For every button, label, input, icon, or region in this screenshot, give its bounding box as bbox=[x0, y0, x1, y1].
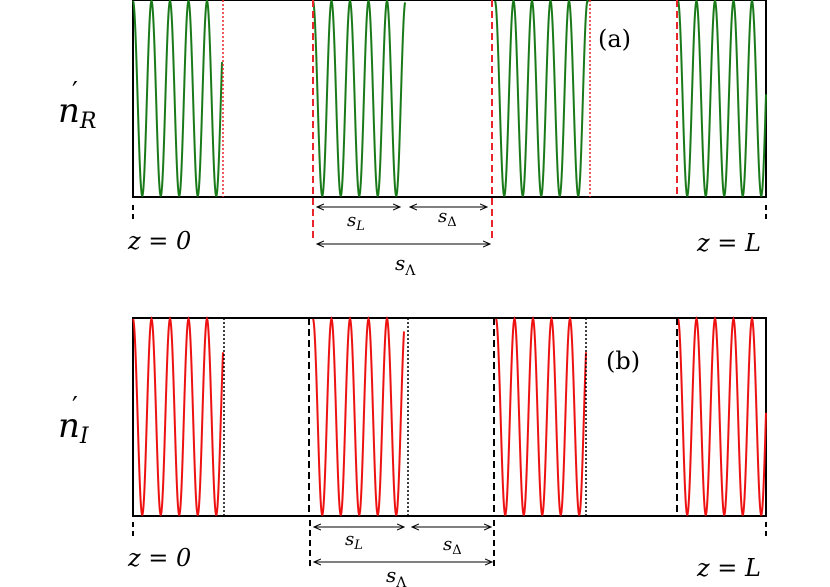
panel-b-waves bbox=[132, 316, 767, 516]
panel-b: nI ′ (b) z = 0 z = L sL sΔ sΛ bbox=[58, 316, 767, 587]
panel-a-sD-label: sΔ bbox=[438, 206, 457, 230]
wave-segment-4 bbox=[677, 0, 767, 197]
panel-a: nR ′ (a) z = 0 z = L sL sΔ sΛ bbox=[58, 0, 767, 279]
panel-a-z-end: z = L bbox=[696, 229, 761, 257]
panel-a-sA-label: sΛ bbox=[395, 251, 416, 279]
panel-a-ylabel-sub: R bbox=[79, 109, 97, 134]
panel-b-markers bbox=[223, 318, 678, 516]
panel-b-ylabel-base: n bbox=[58, 406, 80, 446]
panel-b-sD-label: sΔ bbox=[443, 534, 462, 558]
panel-a-tag: (a) bbox=[598, 25, 631, 53]
panel-b-tag: (b) bbox=[606, 347, 640, 375]
panel-b-z-end: z = L bbox=[696, 554, 761, 582]
panel-b-ylabel-prime: ′ bbox=[72, 392, 78, 422]
wave-segment-3 bbox=[494, 0, 589, 197]
wave-segment-2 bbox=[312, 316, 405, 516]
wave-segment-1 bbox=[132, 0, 223, 197]
panel-b-sA-label: sΛ bbox=[386, 563, 407, 587]
panel-a-frame bbox=[132, 0, 767, 198]
wave-segment-1 bbox=[132, 316, 224, 516]
panel-a-markers bbox=[222, 0, 678, 242]
wave-segment-2 bbox=[312, 0, 406, 197]
panel-b-z-start: z = 0 bbox=[127, 544, 191, 572]
panel-b-sL-label: sL bbox=[345, 529, 363, 553]
panel-a-ylabel-prime: ′ bbox=[72, 77, 78, 107]
wave-segment-4 bbox=[677, 316, 767, 516]
wave-segment-3 bbox=[495, 316, 587, 516]
panel-a-waves bbox=[132, 0, 767, 197]
panel-b-frame bbox=[132, 317, 767, 517]
panel-b-ylabel-sub: I bbox=[79, 424, 90, 449]
panel-a-ylabel: nR bbox=[58, 91, 96, 134]
panel-a-sL-label: sL bbox=[347, 210, 365, 234]
panel-b-ylabel: nI bbox=[58, 406, 90, 449]
panel-a-ylabel-base: n bbox=[58, 91, 80, 131]
panel-a-z-start: z = 0 bbox=[127, 227, 191, 255]
